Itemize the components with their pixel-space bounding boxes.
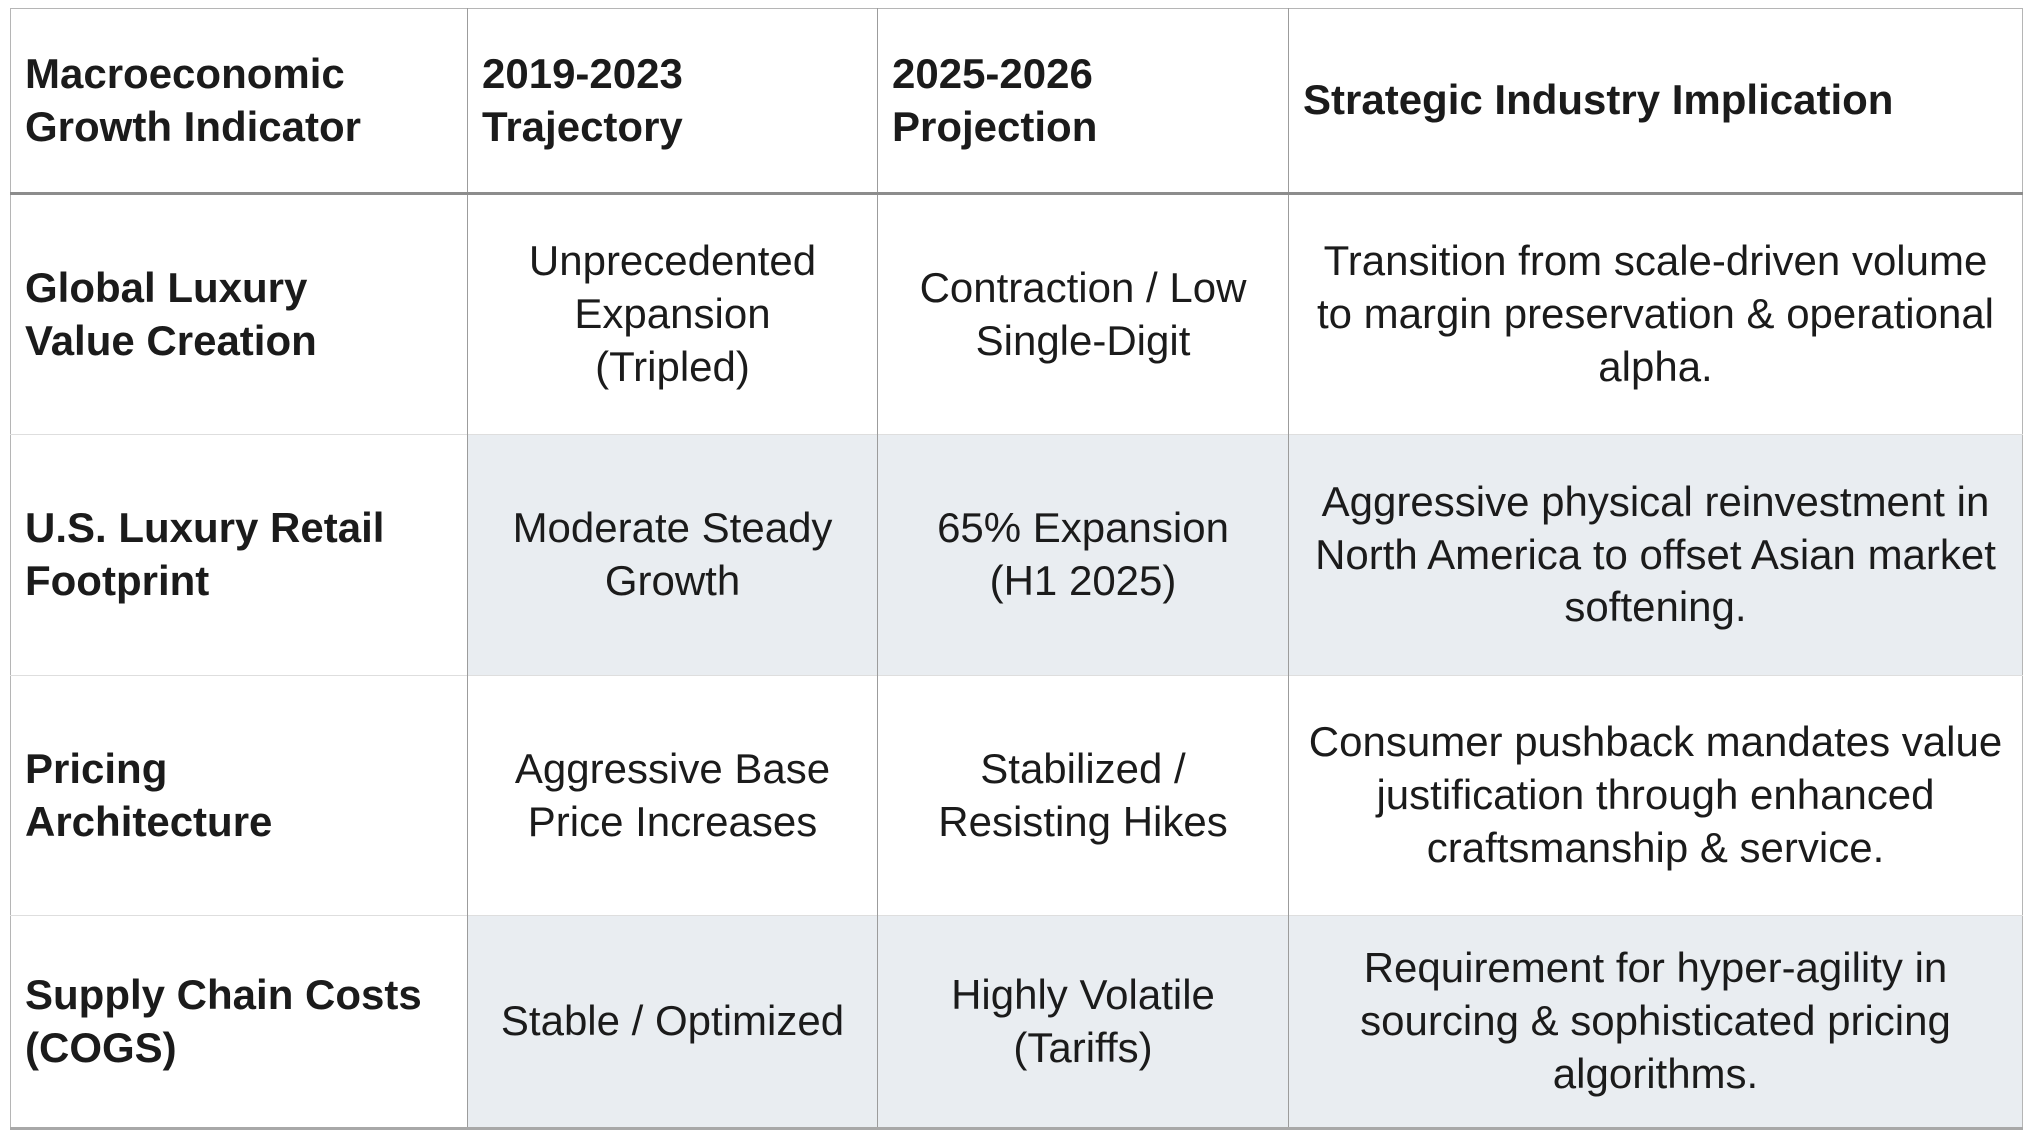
comparison-table: Macroeconomic Growth Indicator 2019-2023… xyxy=(10,8,2023,1130)
cell-trajectory: Aggressive Base Price Increases xyxy=(467,675,878,916)
cell-implication: Transition from scale-driven volume to m… xyxy=(1288,193,2023,435)
cell-implication: Consumer pushback mandates value justifi… xyxy=(1288,675,2023,916)
table-row: U.S. Luxury Retail Footprint Moderate St… xyxy=(10,434,2023,676)
table-row: Pricing Architecture Aggressive Base Pri… xyxy=(10,675,2023,916)
cell-projection: Highly Volatile (Tariffs) xyxy=(877,915,1289,1129)
cell-projection: Contraction / Low Single-Digit xyxy=(877,193,1289,435)
col-header-projection: 2025-2026 Projection xyxy=(877,8,1289,195)
cell-implication: Aggressive physical reinvestment in Nort… xyxy=(1288,434,2023,676)
col-header-trajectory: 2019-2023 Trajectory xyxy=(467,8,878,195)
cell-projection: 65% Expansion (H1 2025) xyxy=(877,434,1289,676)
table-row: Supply Chain Costs (COGS) Stable / Optim… xyxy=(10,915,2023,1129)
cell-implication: Requirement for hyper-agility in sourcin… xyxy=(1288,915,2023,1129)
cell-indicator: Supply Chain Costs (COGS) xyxy=(10,915,468,1129)
cell-trajectory: Unprecedented Expansion (Tripled) xyxy=(467,193,878,435)
col-header-implication: Strategic Industry Implication xyxy=(1288,8,2023,195)
cell-trajectory: Stable / Optimized xyxy=(467,915,878,1129)
cell-indicator: Global Luxury Value Creation xyxy=(25,263,317,364)
cell-indicator: U.S. Luxury Retail Footprint xyxy=(10,434,468,676)
cell-indicator: Pricing Architecture xyxy=(10,675,468,916)
table-row: Global Luxury Value Creation Unprecedent… xyxy=(11,193,2023,435)
col-header-indicator: Macroeconomic Growth Indicator xyxy=(10,8,468,195)
cell-projection: Stabilized / Resisting Hikes xyxy=(877,675,1289,916)
table-header-row: Macroeconomic Growth Indicator 2019-2023… xyxy=(10,8,2023,195)
cell-trajectory: Moderate Steady Growth xyxy=(467,434,878,676)
